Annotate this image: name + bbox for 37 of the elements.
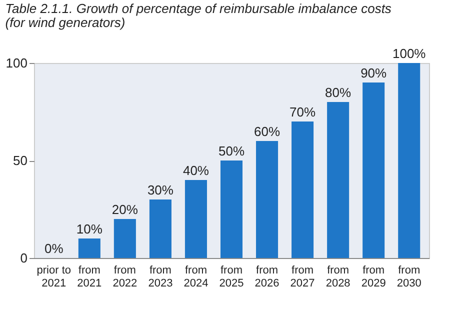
bar — [184, 180, 207, 258]
y-tick-label: 50 — [13, 153, 28, 168]
x-tick-label: from 2030 — [396, 264, 422, 290]
x-tick-label: prior to 2021 — [36, 264, 72, 290]
data-label: 90% — [360, 66, 388, 80]
chart-subtitle: (for wind generators) — [5, 15, 126, 30]
data-label: 0% — [44, 241, 64, 256]
x-tick-label: from 2027 — [290, 264, 315, 290]
chart-title: Table 2.1.1. Growth of percentage of reimbursable imbalance costs — [5, 1, 392, 16]
bar — [256, 141, 278, 258]
data-label: 40% — [182, 163, 210, 178]
y-tick-label: 0 — [20, 250, 28, 266]
data-label: 100% — [392, 46, 426, 61]
bar — [114, 219, 136, 258]
x-tick-label: from 2023 — [148, 264, 173, 290]
data-label: 80% — [325, 85, 352, 100]
x-tick-label: from 2026 — [254, 264, 280, 290]
data-label: 30% — [147, 182, 174, 198]
x-tick-label: from 2028 — [326, 264, 350, 290]
data-label: 50% — [218, 144, 245, 158]
data-label: 70% — [290, 104, 316, 120]
bar — [149, 200, 172, 258]
x-tick-label: from 2022 — [112, 264, 138, 290]
y-tick-label: 100 — [6, 56, 28, 70]
bar — [362, 82, 385, 258]
bar — [292, 122, 314, 258]
bar — [398, 63, 420, 258]
x-tick-label: from 2029 — [361, 264, 386, 290]
x-tick-label: from 2025 — [219, 264, 244, 290]
data-label: 10% — [76, 222, 103, 236]
data-label: 20% — [112, 202, 138, 217]
bar — [78, 238, 100, 258]
bar — [327, 102, 350, 258]
data-label: 60% — [254, 124, 280, 139]
bar — [220, 160, 243, 258]
x-tick-label: from 2024 — [184, 264, 208, 290]
x-tick-label: from 2021 — [77, 264, 102, 290]
